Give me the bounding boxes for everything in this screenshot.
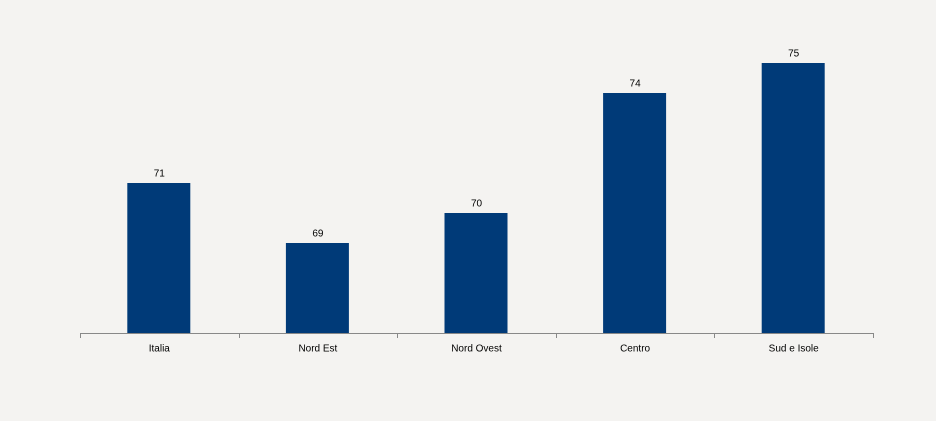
data-label: 70 bbox=[471, 199, 483, 210]
x-tick-label: Italia bbox=[149, 344, 171, 355]
bar bbox=[761, 63, 825, 333]
bar bbox=[444, 213, 508, 333]
x-tick-label: Nord Est bbox=[298, 344, 337, 355]
x-tick-label: Sud e Isole bbox=[769, 344, 819, 355]
data-label: 74 bbox=[630, 79, 642, 90]
data-label: 75 bbox=[788, 49, 800, 60]
bar bbox=[603, 93, 667, 333]
data-label: 69 bbox=[312, 229, 324, 240]
bar bbox=[285, 243, 349, 333]
x-tick-label: Nord Ovest bbox=[451, 344, 502, 355]
data-label: 71 bbox=[154, 169, 166, 180]
bar bbox=[127, 183, 191, 333]
x-tick-label: Centro bbox=[620, 344, 650, 355]
